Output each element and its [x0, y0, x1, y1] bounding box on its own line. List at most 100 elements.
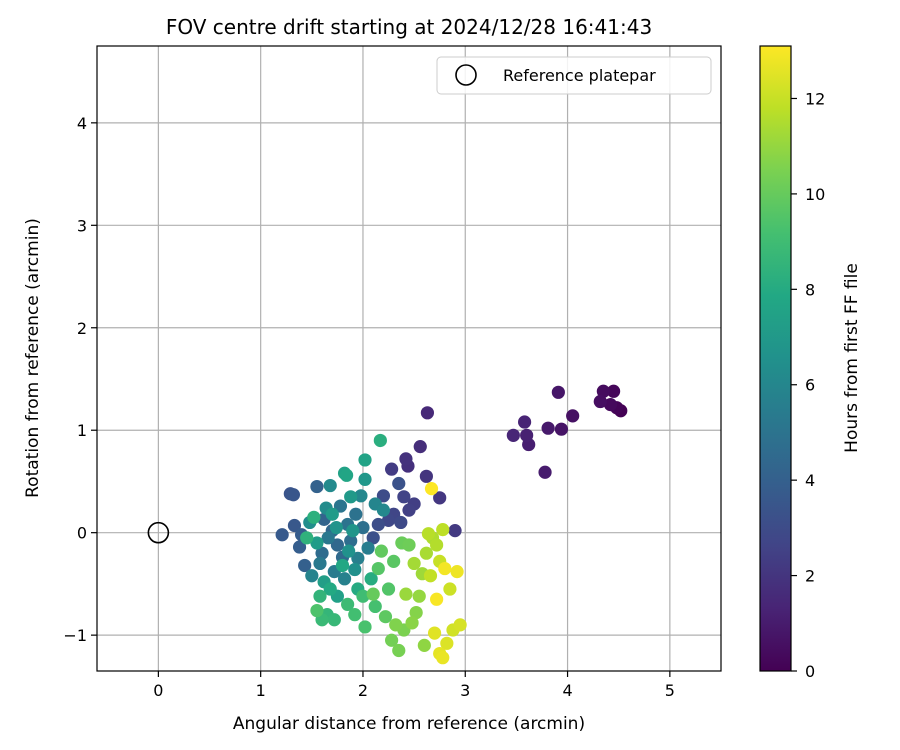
data-point — [354, 489, 368, 503]
data-point — [325, 507, 339, 521]
x-tick-label: 1 — [256, 681, 266, 700]
data-point — [348, 562, 362, 577]
data-point — [566, 409, 580, 423]
data-point — [356, 589, 370, 603]
data-point — [554, 422, 569, 436]
data-point — [421, 527, 436, 541]
data-point — [389, 618, 403, 632]
legend: Reference platepar — [436, 56, 712, 95]
data-point — [358, 620, 372, 634]
data-point — [356, 520, 370, 535]
data-point — [337, 572, 352, 586]
data-point — [313, 556, 327, 571]
data-point — [371, 517, 385, 532]
data-point — [358, 453, 372, 467]
data-point — [371, 561, 385, 576]
x-axis-label: Angular distance from reference (arcmin) — [233, 714, 585, 734]
data-point — [430, 592, 444, 606]
data-point — [436, 523, 450, 537]
colorbar-label: Hours from first FF file — [842, 263, 862, 453]
legend-marker-open-circle — [455, 64, 477, 86]
data-point — [423, 569, 438, 583]
data-point — [551, 385, 565, 399]
data-point — [443, 582, 457, 596]
data-point — [341, 597, 355, 612]
data-point — [424, 482, 439, 496]
colorbar-tick-label: 12 — [805, 89, 825, 108]
data-point — [366, 531, 380, 545]
x-tick-label: 4 — [562, 681, 572, 700]
scatter-points — [275, 384, 628, 665]
legend-entry-label: Reference platepar — [503, 66, 656, 85]
data-point — [520, 428, 534, 442]
data-point — [596, 384, 610, 398]
data-point — [440, 636, 454, 650]
colorbar-tick-label: 10 — [805, 185, 825, 204]
data-point — [305, 569, 319, 583]
data-point — [412, 589, 426, 603]
data-point — [335, 558, 350, 573]
data-point — [407, 556, 421, 571]
data-point — [315, 546, 329, 560]
data-point — [361, 541, 375, 555]
data-point — [430, 538, 444, 552]
data-point — [593, 394, 607, 409]
reference-point — [147, 521, 170, 544]
y-axis-label: Rotation from reference (arcmin) — [23, 218, 43, 498]
y-tick-label: 2 — [77, 319, 87, 338]
data-point — [310, 536, 324, 550]
x-tick-label: 3 — [460, 681, 470, 700]
data-point — [374, 544, 388, 558]
colorbar-tick-label: 8 — [805, 280, 815, 299]
data-point — [310, 603, 324, 618]
data-point — [321, 531, 335, 545]
colorbar — [759, 45, 792, 672]
data-point — [298, 558, 312, 573]
data-point — [541, 421, 555, 435]
data-point — [506, 428, 520, 442]
data-point — [307, 510, 321, 524]
data-point — [300, 531, 314, 545]
data-point — [348, 608, 362, 622]
data-point — [310, 479, 324, 494]
data-point — [387, 554, 401, 568]
data-point — [405, 616, 419, 630]
colorbar-tick-label: 4 — [805, 471, 815, 490]
data-point — [368, 599, 382, 614]
plot-frame — [96, 45, 722, 672]
colorbar-tick-label: 2 — [805, 567, 815, 586]
data-point — [313, 589, 327, 603]
data-point — [385, 633, 399, 647]
data-point — [333, 499, 348, 513]
data-point — [427, 626, 442, 640]
y-tick-label: 4 — [77, 114, 87, 133]
y-tick-label: −1 — [63, 626, 87, 645]
colorbar-ticks: 0 2 4 6 8 10 12 — [791, 89, 825, 681]
data-point — [364, 572, 378, 586]
data-point — [286, 488, 301, 502]
x-tick-label: 2 — [358, 681, 368, 700]
colorbar-tick-label: 0 — [805, 662, 815, 681]
y-axis-ticks: −1 0 1 2 3 4 — [63, 114, 97, 645]
data-point — [323, 582, 337, 596]
data-point — [323, 478, 337, 493]
data-point — [402, 538, 416, 552]
data-point — [351, 551, 365, 565]
data-point — [392, 476, 406, 491]
data-point — [436, 651, 450, 665]
data-point — [417, 638, 431, 652]
x-tick-label: 0 — [153, 681, 163, 700]
data-point — [606, 384, 621, 398]
data-point — [358, 472, 372, 487]
data-point — [402, 503, 416, 517]
data-point — [376, 503, 391, 517]
chart-title: FOV centre drift starting at 2024/12/28 … — [166, 15, 652, 39]
data-point — [392, 643, 406, 658]
data-point — [329, 520, 343, 535]
data-point — [385, 462, 399, 476]
data-point — [397, 490, 411, 504]
data-point — [603, 398, 618, 412]
data-point — [409, 605, 423, 620]
data-point — [419, 546, 433, 560]
